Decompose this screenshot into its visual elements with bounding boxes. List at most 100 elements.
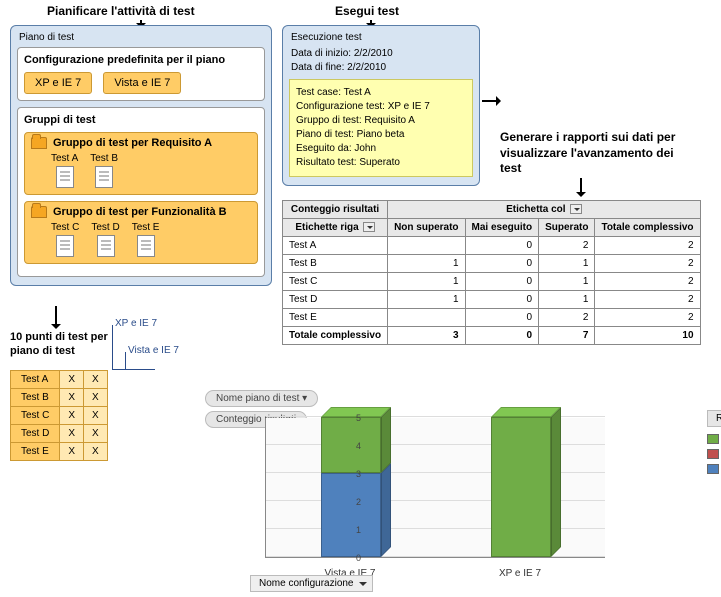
config-name-combo[interactable]: Nome configurazione (250, 575, 373, 592)
legend-swatch (707, 464, 719, 474)
matrix-leader-1 (112, 325, 113, 369)
dropdown-icon[interactable] (363, 222, 375, 232)
matrix-row-label: Test A (11, 371, 60, 389)
test-item: Test E (132, 222, 160, 257)
end-date: 2/2/2010 (347, 62, 386, 73)
pivot-cell: 1 (539, 255, 595, 273)
matrix-col1-label: XP e IE 7 (115, 318, 157, 329)
bar-segment (321, 473, 381, 557)
pivot-col-label[interactable]: Etichetta col (388, 201, 700, 219)
end-date-label: Data di fine: (291, 62, 344, 73)
chart-plot (265, 418, 605, 558)
pivot-count-label: Conteggio risultati (283, 201, 388, 219)
arrow-exec-to-report (482, 100, 500, 102)
matrix-row-label: Test D (11, 425, 60, 443)
config-button-vista[interactable]: Vista e IE 7 (103, 72, 181, 94)
pivot-cell: 2 (595, 273, 700, 291)
pivot-cell (388, 237, 465, 255)
pivot-table: Conteggio risultati Etichetta col Etiche… (282, 200, 701, 345)
legend-title[interactable]: Risultato (707, 410, 721, 427)
test-item: Test D (91, 222, 119, 257)
pivot-cell: 1 (388, 273, 465, 291)
test-label: Test D (91, 222, 119, 233)
heading-plan: Pianificare l'attività di test (47, 4, 195, 18)
pivot-cell: 0 (465, 327, 539, 345)
pivot-col: Superato (539, 219, 595, 237)
plan-panel-label: Piano di test (19, 32, 265, 43)
test-item: Test C (51, 222, 79, 257)
pivot-row-label: Test B (283, 255, 388, 273)
note-line: Eseguito da: John (296, 142, 466, 156)
pivot-cell: 2 (539, 237, 595, 255)
note-line: Test case: Test A (296, 86, 466, 100)
note-line: Risultato test: Superato (296, 156, 466, 170)
note-line: Piano di test: Piano beta (296, 128, 466, 142)
exec-dates: Data di inizio: 2/2/2010 Data di fine: 2… (291, 47, 473, 75)
note-line: Gruppo di test: Requisito A (296, 114, 466, 128)
legend-swatch (707, 449, 719, 459)
ytick: 3 (356, 469, 361, 479)
pivot-col: Totale complessivo (595, 219, 700, 237)
matrix-leader-2 (125, 352, 126, 369)
exec-panel-label: Esecuzione test (291, 32, 473, 43)
report-text: Generare i rapporti sui dati per visuali… (500, 130, 680, 177)
exec-panel: Esecuzione test Data di inizio: 2/2/2010… (282, 25, 480, 186)
matrix-cell: X (84, 389, 108, 407)
dropdown-icon[interactable] (570, 204, 582, 214)
pivot-total-label: Totale complessivo (283, 327, 388, 345)
pivot-row-label: Test A (283, 237, 388, 255)
folder-icon (31, 137, 47, 149)
suites-box: Gruppi di test Gruppo di test per Requis… (17, 107, 265, 277)
legend-row: Non superato (707, 463, 721, 474)
doc-icon (56, 166, 74, 188)
pivot-cell: 0 (465, 291, 539, 309)
note-line: Configurazione test: XP e IE 7 (296, 100, 466, 114)
pivot-cell: 0 (465, 237, 539, 255)
ytick: 4 (356, 441, 361, 451)
matrix-cell: X (84, 443, 108, 461)
pivot-cell: 2 (539, 309, 595, 327)
config-button-xp[interactable]: XP e IE 7 (24, 72, 92, 94)
matrix-table: Test AXX Test BXX Test CXX Test DXX Test… (10, 370, 108, 461)
legend-row: Mai eseguito (707, 448, 721, 459)
matrix-row-label: Test C (11, 407, 60, 425)
matrix-caption: 10 punti di test per piano di test (10, 330, 110, 359)
matrix-cell: X (84, 371, 108, 389)
matrix-row-label: Test E (11, 443, 60, 461)
pivot-cell: 0 (465, 273, 539, 291)
pivot-cell: 10 (595, 327, 700, 345)
config-box: Configurazione predefinita per il piano … (17, 47, 265, 101)
test-label: Test C (51, 222, 79, 233)
chart-area: Nome piano di test ▾ Conteggio risultati… (205, 390, 705, 585)
pivot-cell: 2 (595, 255, 700, 273)
bar-segment (491, 417, 551, 557)
pivot-row-label: Test D (283, 291, 388, 309)
pivot-cell: 2 (595, 291, 700, 309)
execution-note: Test case: Test A Configurazione test: X… (289, 79, 473, 177)
doc-icon (97, 235, 115, 257)
plan-panel: Piano di test Configurazione predefinita… (10, 25, 272, 286)
chip-plan-name[interactable]: Nome piano di test ▾ (205, 390, 318, 407)
matrix-col2-label: Vista e IE 7 (128, 345, 179, 356)
suite-b: Gruppo di test per Funzionalità B Test C… (24, 201, 258, 264)
matrix-cell: X (60, 389, 84, 407)
ytick: 5 (356, 413, 361, 423)
matrix-cell: X (60, 443, 84, 461)
pivot-cell: 7 (539, 327, 595, 345)
matrix-cell: X (60, 371, 84, 389)
doc-icon (95, 166, 113, 188)
test-item: Test B (90, 153, 118, 188)
test-label: Test E (132, 222, 160, 233)
arrow-plan-to-matrix (55, 306, 57, 328)
pivot-cell: 2 (595, 309, 700, 327)
suite-a-name: Gruppo di test per Requisito A (53, 137, 212, 149)
pivot-row-label[interactable]: Etichette riga (283, 219, 388, 237)
matrix-row-label: Test B (11, 389, 60, 407)
matrix-cell: X (60, 407, 84, 425)
pivot-cell: 3 (388, 327, 465, 345)
start-date-label: Data di inizio: (291, 48, 351, 59)
matrix-cell: X (84, 425, 108, 443)
xtick: XP e IE 7 (499, 568, 541, 579)
suites-title: Gruppi di test (24, 114, 258, 126)
pivot-cell: 1 (388, 255, 465, 273)
